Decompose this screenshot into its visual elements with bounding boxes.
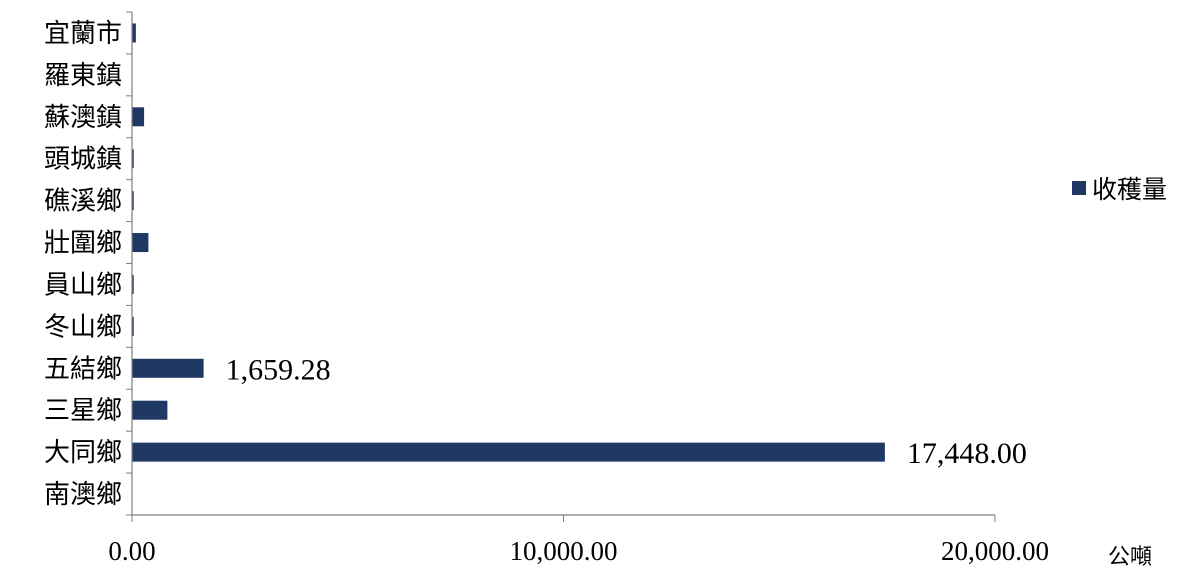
bar — [132, 358, 204, 378]
bar — [132, 442, 885, 462]
x-tick-label: 0.00 — [108, 536, 155, 566]
axes — [126, 11, 995, 516]
data-label: 1,659.28 — [226, 353, 331, 386]
data-labels: 1,659.28 17,448.00 — [226, 353, 1027, 470]
bar — [132, 274, 134, 294]
legend-label: 收穫量 — [1092, 175, 1167, 204]
category-label: 宜蘭市 — [44, 19, 122, 49]
category-label: 五結鄉 — [44, 354, 122, 384]
category-label: 南澳鄉 — [44, 480, 122, 510]
category-label: 大同鄉 — [44, 438, 122, 468]
bar — [132, 23, 136, 43]
x-tick-label: 10,000.00 — [510, 536, 618, 566]
bar — [132, 191, 134, 211]
bar — [132, 400, 168, 420]
x-unit-label: 公噸 — [1108, 545, 1152, 570]
category-label: 蘇澳鎮 — [44, 103, 122, 133]
bar — [132, 316, 134, 336]
category-label: 冬山鄉 — [44, 312, 122, 342]
x-ticks: 0.00 10,000.00 20,000.00 — [108, 515, 1049, 566]
category-label: 三星鄉 — [44, 396, 122, 426]
bar — [132, 149, 134, 169]
legend-swatch — [1072, 181, 1086, 195]
category-label: 羅東鎮 — [44, 61, 122, 91]
category-label: 員山鄉 — [44, 270, 122, 300]
bar — [132, 107, 145, 127]
bars-group — [132, 23, 885, 462]
bar — [132, 233, 149, 253]
category-label: 壯圍鄉 — [44, 229, 122, 259]
x-tick-label: 20,000.00 — [941, 536, 1049, 566]
data-label: 17,448.00 — [907, 437, 1027, 470]
category-label: 礁溪鄉 — [44, 187, 122, 217]
category-label: 頭城鎮 — [44, 145, 122, 175]
legend: 收穫量 — [1072, 175, 1167, 204]
